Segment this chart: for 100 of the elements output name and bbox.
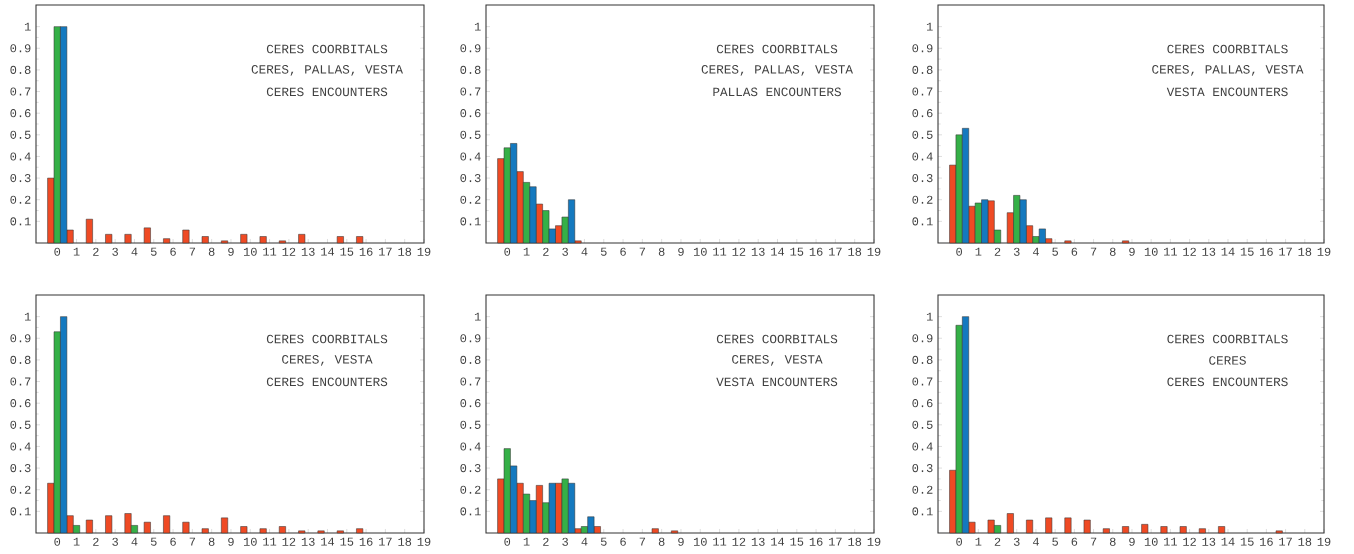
y-tick-label: 0.9: [460, 334, 481, 343]
x-tick-label: 12: [282, 537, 296, 546]
y-tick-label: 0.2: [10, 195, 31, 204]
x-tick-label: 1: [73, 537, 80, 546]
annotation: CERES ENCOUNTERS: [1167, 377, 1288, 387]
y-tick-label: 0.6: [460, 399, 481, 408]
x-tick-label: 5: [1052, 247, 1058, 256]
y-tick-label: 0.2: [460, 485, 481, 494]
x-tick-label: 19: [417, 247, 431, 256]
x-tick-label: 14: [321, 537, 335, 546]
x-tick-label: 11: [263, 537, 277, 546]
x-tick-label: 9: [228, 247, 234, 256]
y-tick-label: 0.8: [460, 355, 481, 364]
x-tick-label: 15: [1240, 537, 1254, 546]
y-tick-label: 0.7: [460, 377, 481, 386]
y-tick-label: 0.9: [10, 44, 31, 53]
x-tick-label: 4: [581, 247, 588, 256]
x-tick-label: 18: [398, 247, 412, 256]
y-tick-label: 0.2: [10, 485, 31, 494]
x-tick-label: 17: [1279, 247, 1292, 256]
x-tick-label: 7: [1090, 247, 1097, 256]
annotation: CERES COORBITALS: [716, 44, 838, 54]
y-tick-label: 0.8: [10, 65, 31, 74]
x-tick-label: 11: [263, 247, 277, 256]
x-tick-label: 10: [243, 247, 257, 256]
x-tick-label: 7: [1090, 537, 1097, 546]
annotation: CERES, PALLAS, VESTA: [701, 65, 853, 76]
y-tick-label: 0.7: [912, 87, 933, 96]
x-tick-label: 9: [1129, 537, 1135, 546]
y-tick-label: 1: [926, 312, 933, 321]
y-tick-label: 0.7: [460, 87, 481, 96]
y-tick-label: 0.3: [10, 464, 31, 473]
y-tick-label: 0.7: [10, 87, 31, 96]
x-tick-label: 5: [600, 247, 607, 256]
x-tick-label: 7: [639, 537, 646, 546]
x-tick-label: 7: [189, 247, 196, 256]
annotation: CERES, PALLAS, VESTA: [1152, 65, 1304, 76]
x-tick-label: 9: [1129, 247, 1135, 256]
y-tick-label: 0.4: [10, 152, 31, 161]
x-tick-label: 19: [1317, 247, 1331, 256]
annotation: CERES ENCOUNTERS: [266, 377, 388, 387]
x-tick-label: 10: [243, 537, 257, 546]
x-tick-label: 13: [751, 247, 765, 256]
y-tick-label: 0.7: [912, 377, 933, 386]
x-tick-label: 6: [170, 537, 176, 546]
x-tick-label: 3: [1013, 537, 1020, 546]
y-tick-label: 0.1: [10, 507, 31, 516]
y-tick-label: 0.2: [912, 485, 933, 494]
y-tick-label: 0.8: [10, 355, 31, 364]
y-tick-label: 1: [24, 312, 31, 321]
x-tick-label: 16: [1260, 537, 1273, 546]
y-tick-label: 0.2: [912, 195, 933, 204]
x-tick-label: 14: [321, 247, 335, 256]
x-tick-label: 16: [359, 247, 373, 256]
x-tick-label: 15: [1240, 247, 1254, 256]
x-tick-label: 13: [301, 247, 315, 256]
annotation: CERES, PALLAS, VESTA: [251, 65, 403, 76]
y-tick-label: 0.4: [460, 152, 481, 161]
x-tick-label: 9: [228, 537, 234, 546]
x-tick-label: 8: [208, 247, 215, 256]
x-tick-label: 15: [790, 537, 804, 546]
x-tick-label: 0: [54, 537, 61, 546]
x-tick-label: 2: [994, 537, 1001, 546]
y-tick-label: 1: [474, 312, 481, 321]
x-tick-label: 2: [994, 247, 1001, 256]
x-tick-label: 16: [809, 247, 823, 256]
x-tick-label: 4: [1032, 247, 1039, 256]
x-tick-label: 11: [713, 247, 727, 256]
x-tick-label: 11: [1164, 537, 1177, 546]
x-tick-label: 12: [732, 247, 746, 256]
y-tick-label: 0.7: [10, 377, 31, 386]
x-tick-label: 14: [1221, 537, 1235, 546]
x-tick-label: 1: [73, 247, 80, 256]
x-tick-label: 8: [658, 537, 665, 546]
y-tick-label: 0.6: [460, 109, 481, 118]
x-tick-label: 0: [504, 537, 511, 546]
x-tick-label: 16: [809, 537, 823, 546]
x-tick-label: 10: [693, 537, 707, 546]
x-tick-label: 4: [1032, 537, 1039, 546]
y-tick-label: 0.4: [912, 442, 933, 451]
x-tick-label: 15: [790, 247, 804, 256]
annotation: CERES ENCOUNTERS: [266, 87, 388, 97]
x-tick-label: 11: [1164, 247, 1177, 256]
x-tick-label: 4: [131, 247, 138, 256]
y-tick-label: 0.3: [912, 464, 933, 473]
y-tick-label: 0.9: [10, 334, 31, 343]
y-tick-label: 0.2: [460, 195, 481, 204]
y-tick-label: 1: [926, 22, 933, 31]
annotation: PALLAS ENCOUNTERS: [713, 87, 841, 97]
annotation: CERES COORBITALS: [1167, 44, 1288, 54]
x-tick-label: 2: [93, 247, 99, 256]
y-tick-label: 0.5: [460, 130, 481, 139]
x-tick-label: 16: [1260, 247, 1273, 256]
x-tick-label: 13: [1202, 247, 1216, 256]
y-tick-label: 0.1: [460, 507, 481, 516]
x-tick-label: 17: [379, 247, 392, 256]
annotation: CERES COORBITALS: [1167, 334, 1288, 344]
y-tick-label: 1: [474, 22, 481, 31]
y-tick-label: 0.3: [10, 174, 31, 183]
y-tick-label: 0.4: [460, 442, 481, 451]
